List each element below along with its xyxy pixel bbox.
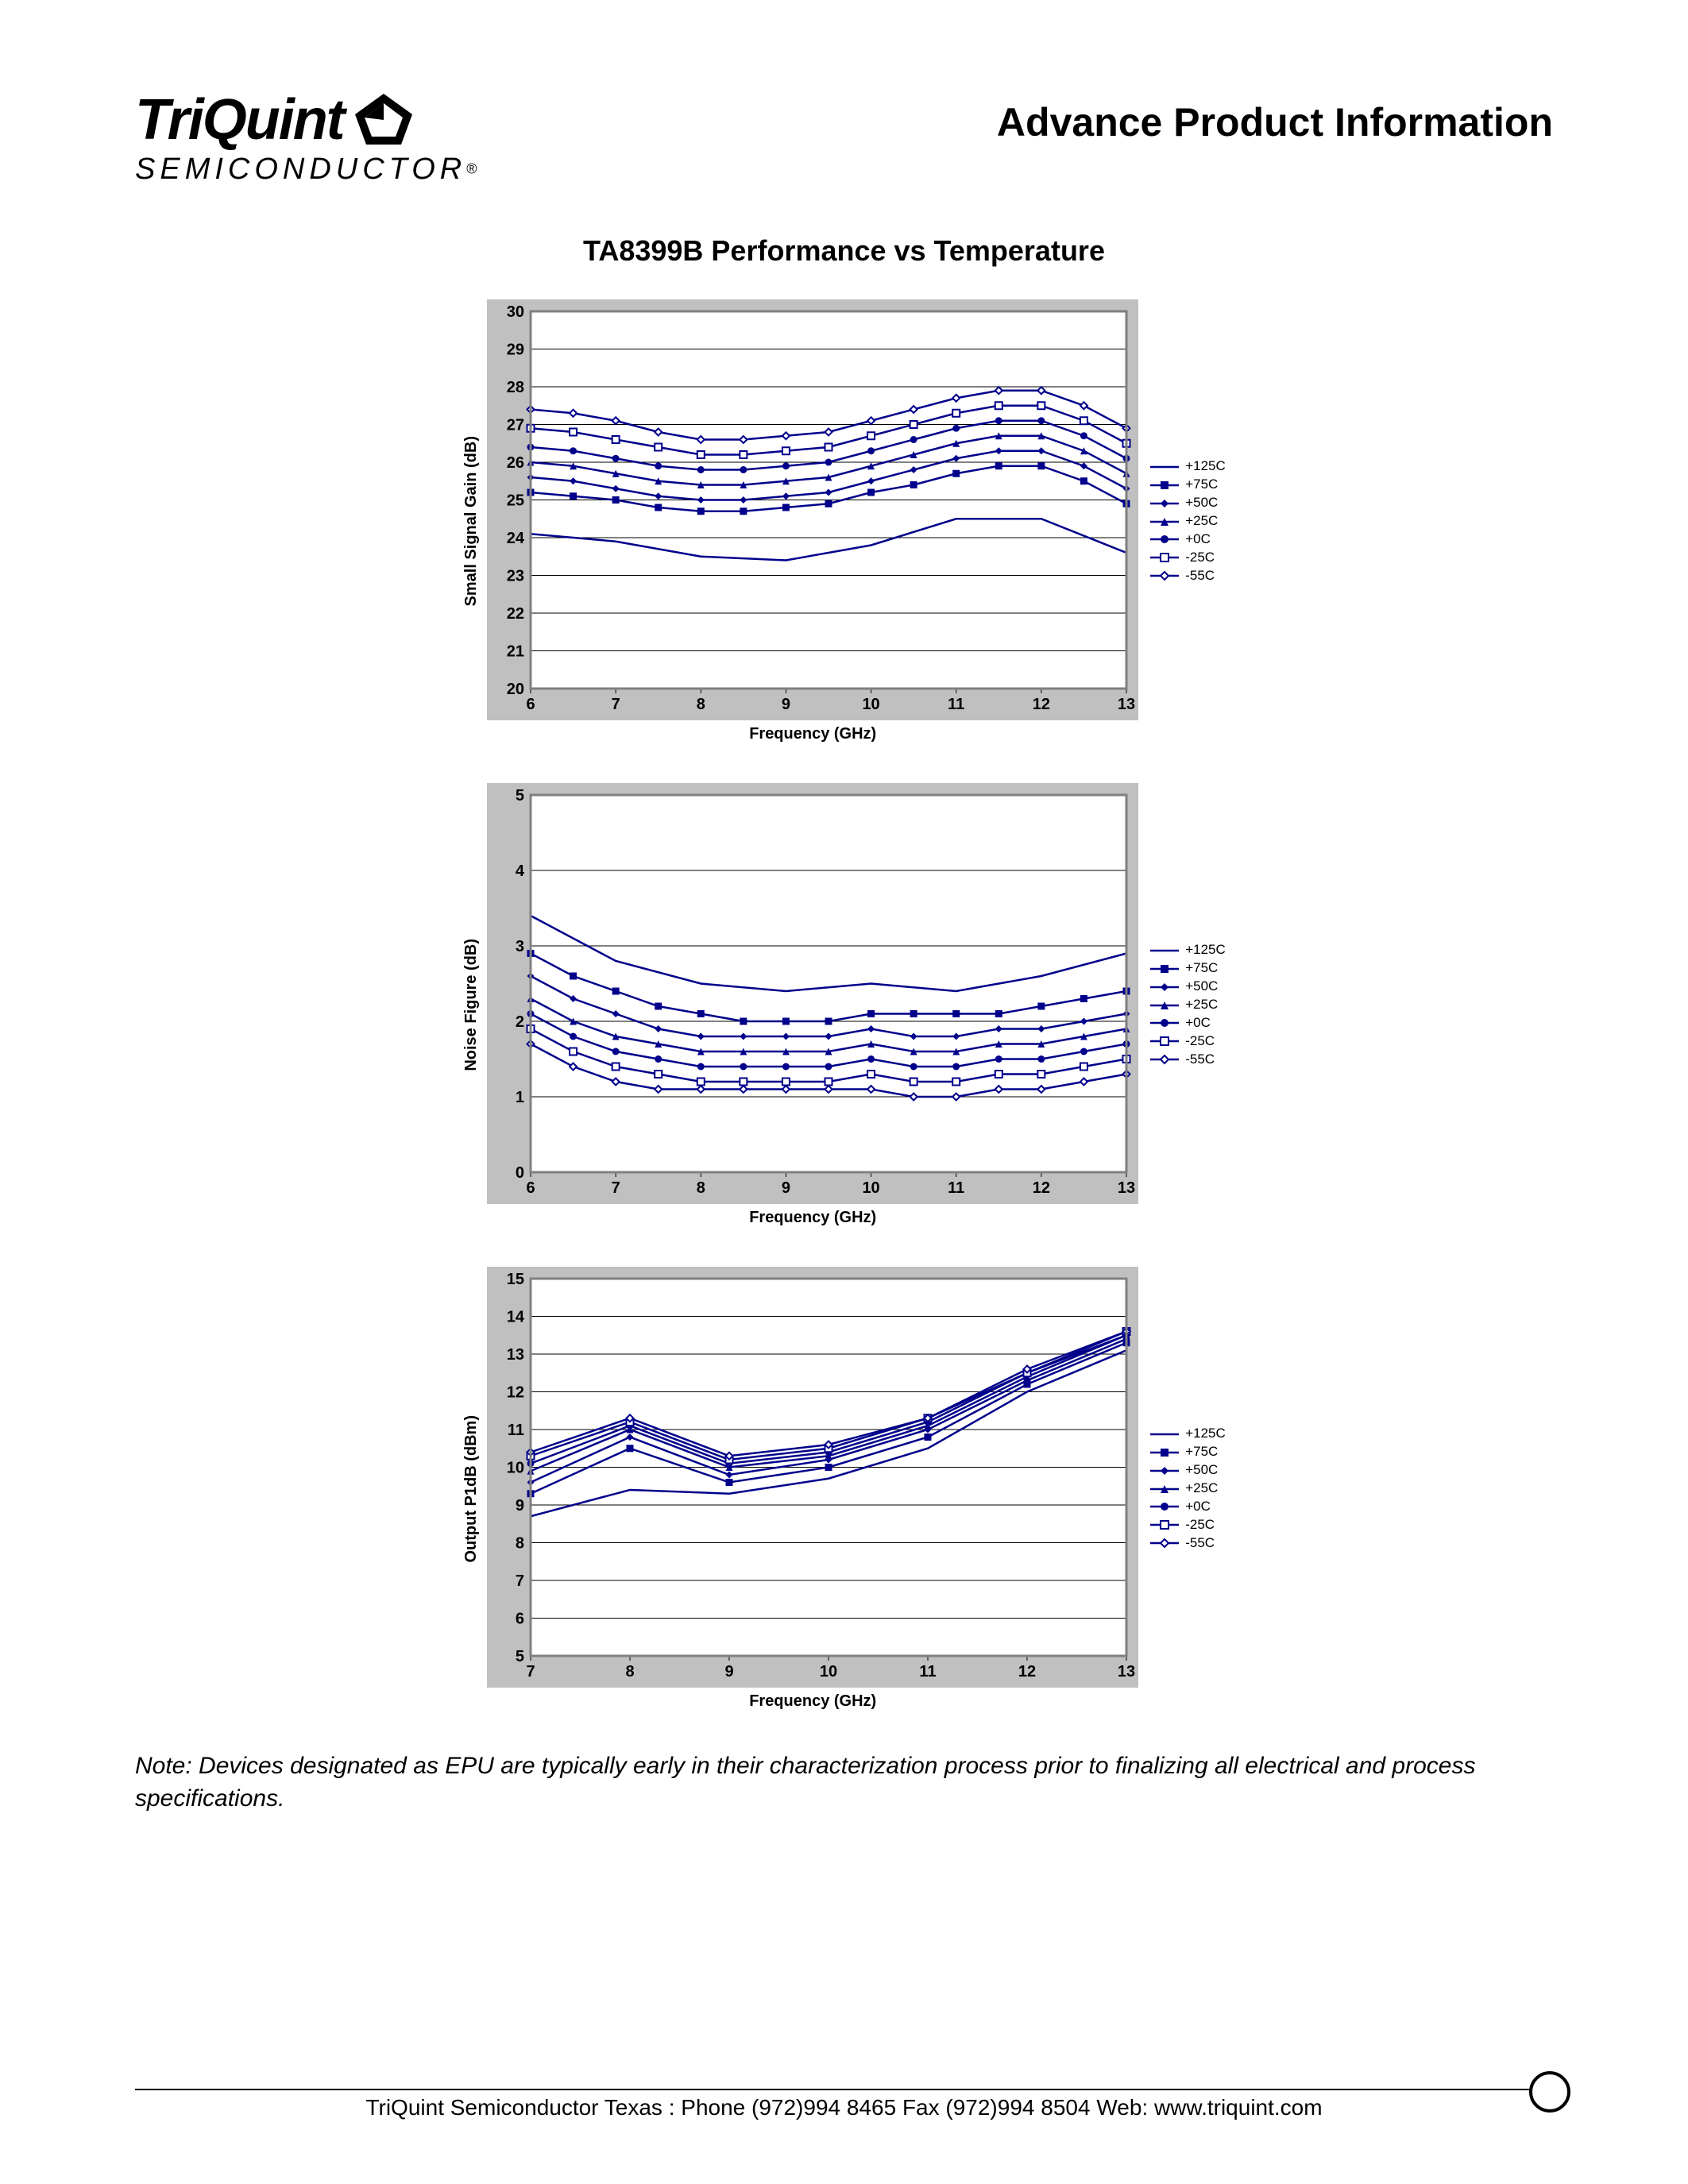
ylabel-gain: Small Signal Gain (dB) [462, 436, 481, 606]
page-header: TriQuint SEMICONDUCTOR® Advance Product … [135, 87, 1553, 187]
page-footer: TriQuint Semiconductor Texas : Phone (97… [135, 2089, 1553, 2120]
legend-item: -25C [1150, 549, 1226, 567]
legend-item: +125C [1150, 457, 1226, 476]
svg-text:7: 7 [612, 1179, 620, 1197]
svg-text:12: 12 [1033, 1179, 1050, 1197]
svg-text:3: 3 [516, 938, 524, 955]
legend-item: +125C [1150, 941, 1226, 959]
legend-item: +25C [1150, 996, 1226, 1014]
svg-text:11: 11 [920, 1663, 937, 1680]
svg-text:8: 8 [626, 1663, 635, 1680]
svg-text:9: 9 [782, 1179, 790, 1197]
svg-text:5: 5 [516, 787, 524, 805]
legend-item: +75C [1150, 959, 1226, 978]
legend-gain: +125C+75C+50C+25C+0C-25C-55C [1150, 457, 1226, 585]
svg-text:13: 13 [1118, 1179, 1135, 1197]
svg-text:9: 9 [516, 1497, 524, 1515]
page-title: Advance Product Information [997, 99, 1553, 145]
chart-wrap-p1db: Output P1dB (dBm) 5 6 7 8 9 10 11 12 13 14 15 7 8 9 10 1… [462, 1267, 1226, 1711]
legend-item: +75C [1150, 1443, 1226, 1461]
ylabel-p1db: Output P1dB (dBm) [462, 1415, 481, 1563]
svg-text:10: 10 [507, 1460, 524, 1477]
svg-text:0: 0 [516, 1164, 524, 1182]
svg-text:10: 10 [820, 1663, 837, 1680]
svg-text:10: 10 [863, 1179, 880, 1197]
chart-gain: 20 21 22 23 24 25 26 27 28 29 30 6 7 8 9 10 11 12 13 [487, 299, 1138, 720]
charts-container: Small Signal Gain (dB)202122232425262728… [135, 299, 1553, 1711]
svg-text:11: 11 [948, 1179, 964, 1197]
footnote: Note: Devices designated as EPU are typi… [135, 1750, 1553, 1815]
svg-text:8: 8 [697, 696, 705, 713]
svg-text:10: 10 [863, 696, 880, 713]
svg-text:21: 21 [507, 643, 524, 661]
legend-item: +50C [1150, 494, 1226, 512]
svg-text:8: 8 [697, 1179, 705, 1197]
footer-text: TriQuint Semiconductor Texas : Phone (97… [135, 2095, 1553, 2120]
legend-item: -55C [1150, 567, 1226, 585]
svg-text:13: 13 [1118, 696, 1135, 713]
svg-text:5: 5 [516, 1648, 524, 1665]
footer-circle-icon [1529, 2071, 1570, 2113]
xlabel-p1db: Frequency (GHz) [749, 1692, 876, 1711]
svg-text:12: 12 [1033, 696, 1050, 713]
legend-item: -55C [1150, 1051, 1226, 1069]
legend-p1db: +125C+75C+50C+25C+0C-25C-55C [1150, 1425, 1226, 1553]
pentagon-icon [352, 92, 415, 148]
ylabel-nf: Noise Figure (dB) [462, 939, 481, 1071]
svg-text:4: 4 [516, 862, 525, 880]
legend-item: +125C [1150, 1425, 1226, 1443]
svg-text:25: 25 [507, 492, 524, 510]
svg-text:23: 23 [507, 568, 524, 585]
svg-text:15: 15 [507, 1271, 524, 1288]
legend-item: +75C [1150, 476, 1226, 494]
section-title: TA8399B Performance vs Temperature [135, 234, 1553, 268]
svg-text:28: 28 [507, 379, 524, 396]
svg-text:9: 9 [725, 1663, 734, 1680]
svg-text:7: 7 [516, 1572, 524, 1590]
chart-p1db: 5 6 7 8 9 10 11 12 13 14 15 7 8 9 10 11 12 13 [487, 1267, 1138, 1688]
svg-text:20: 20 [507, 681, 524, 698]
svg-text:7: 7 [612, 696, 620, 713]
legend-item: +50C [1150, 1461, 1226, 1480]
company-logo: TriQuint SEMICONDUCTOR® [135, 87, 477, 187]
svg-text:9: 9 [782, 696, 790, 713]
svg-text:24: 24 [507, 530, 525, 547]
chart-wrap-nf: Noise Figure (dB)012345678910111213Frequ… [462, 783, 1226, 1227]
svg-text:29: 29 [507, 341, 524, 359]
svg-text:11: 11 [508, 1422, 524, 1439]
svg-text:6: 6 [527, 696, 535, 713]
xlabel-nf: Frequency (GHz) [749, 1209, 876, 1227]
legend-nf: +125C+75C+50C+25C+0C-25C-55C [1150, 941, 1226, 1069]
svg-text:14: 14 [507, 1309, 525, 1326]
svg-text:30: 30 [507, 303, 524, 321]
legend-item: -25C [1150, 1516, 1226, 1534]
chart-nf: 012345678910111213 [487, 783, 1138, 1204]
legend-item: +25C [1150, 1480, 1226, 1498]
legend-item: +0C [1150, 1498, 1226, 1516]
legend-item: -25C [1150, 1032, 1226, 1051]
svg-text:27: 27 [507, 417, 524, 434]
svg-text:12: 12 [1018, 1663, 1036, 1680]
chart-wrap-gain: Small Signal Gain (dB) 20 21 22 23 24 25 26 27 28… [462, 299, 1226, 743]
svg-text:13: 13 [1118, 1663, 1135, 1680]
svg-text:6: 6 [527, 1179, 535, 1197]
svg-text:12: 12 [507, 1384, 524, 1402]
svg-text:26: 26 [507, 454, 524, 472]
legend-item: -55C [1150, 1534, 1226, 1553]
legend-item: +0C [1150, 531, 1226, 549]
logo-text-bottom: SEMICONDUCTOR® [135, 152, 477, 187]
svg-text:8: 8 [516, 1535, 524, 1553]
legend-item: +50C [1150, 978, 1226, 996]
legend-item: +0C [1150, 1014, 1226, 1032]
svg-text:22: 22 [507, 605, 524, 623]
svg-text:6: 6 [516, 1611, 524, 1628]
svg-text:2: 2 [516, 1013, 524, 1031]
svg-text:7: 7 [527, 1663, 535, 1680]
xlabel-gain: Frequency (GHz) [749, 725, 876, 743]
logo-text-top: TriQuint [135, 87, 344, 152]
svg-text:13: 13 [507, 1346, 524, 1364]
svg-text:11: 11 [948, 696, 964, 713]
legend-item: +25C [1150, 512, 1226, 531]
svg-text:1: 1 [516, 1089, 524, 1106]
